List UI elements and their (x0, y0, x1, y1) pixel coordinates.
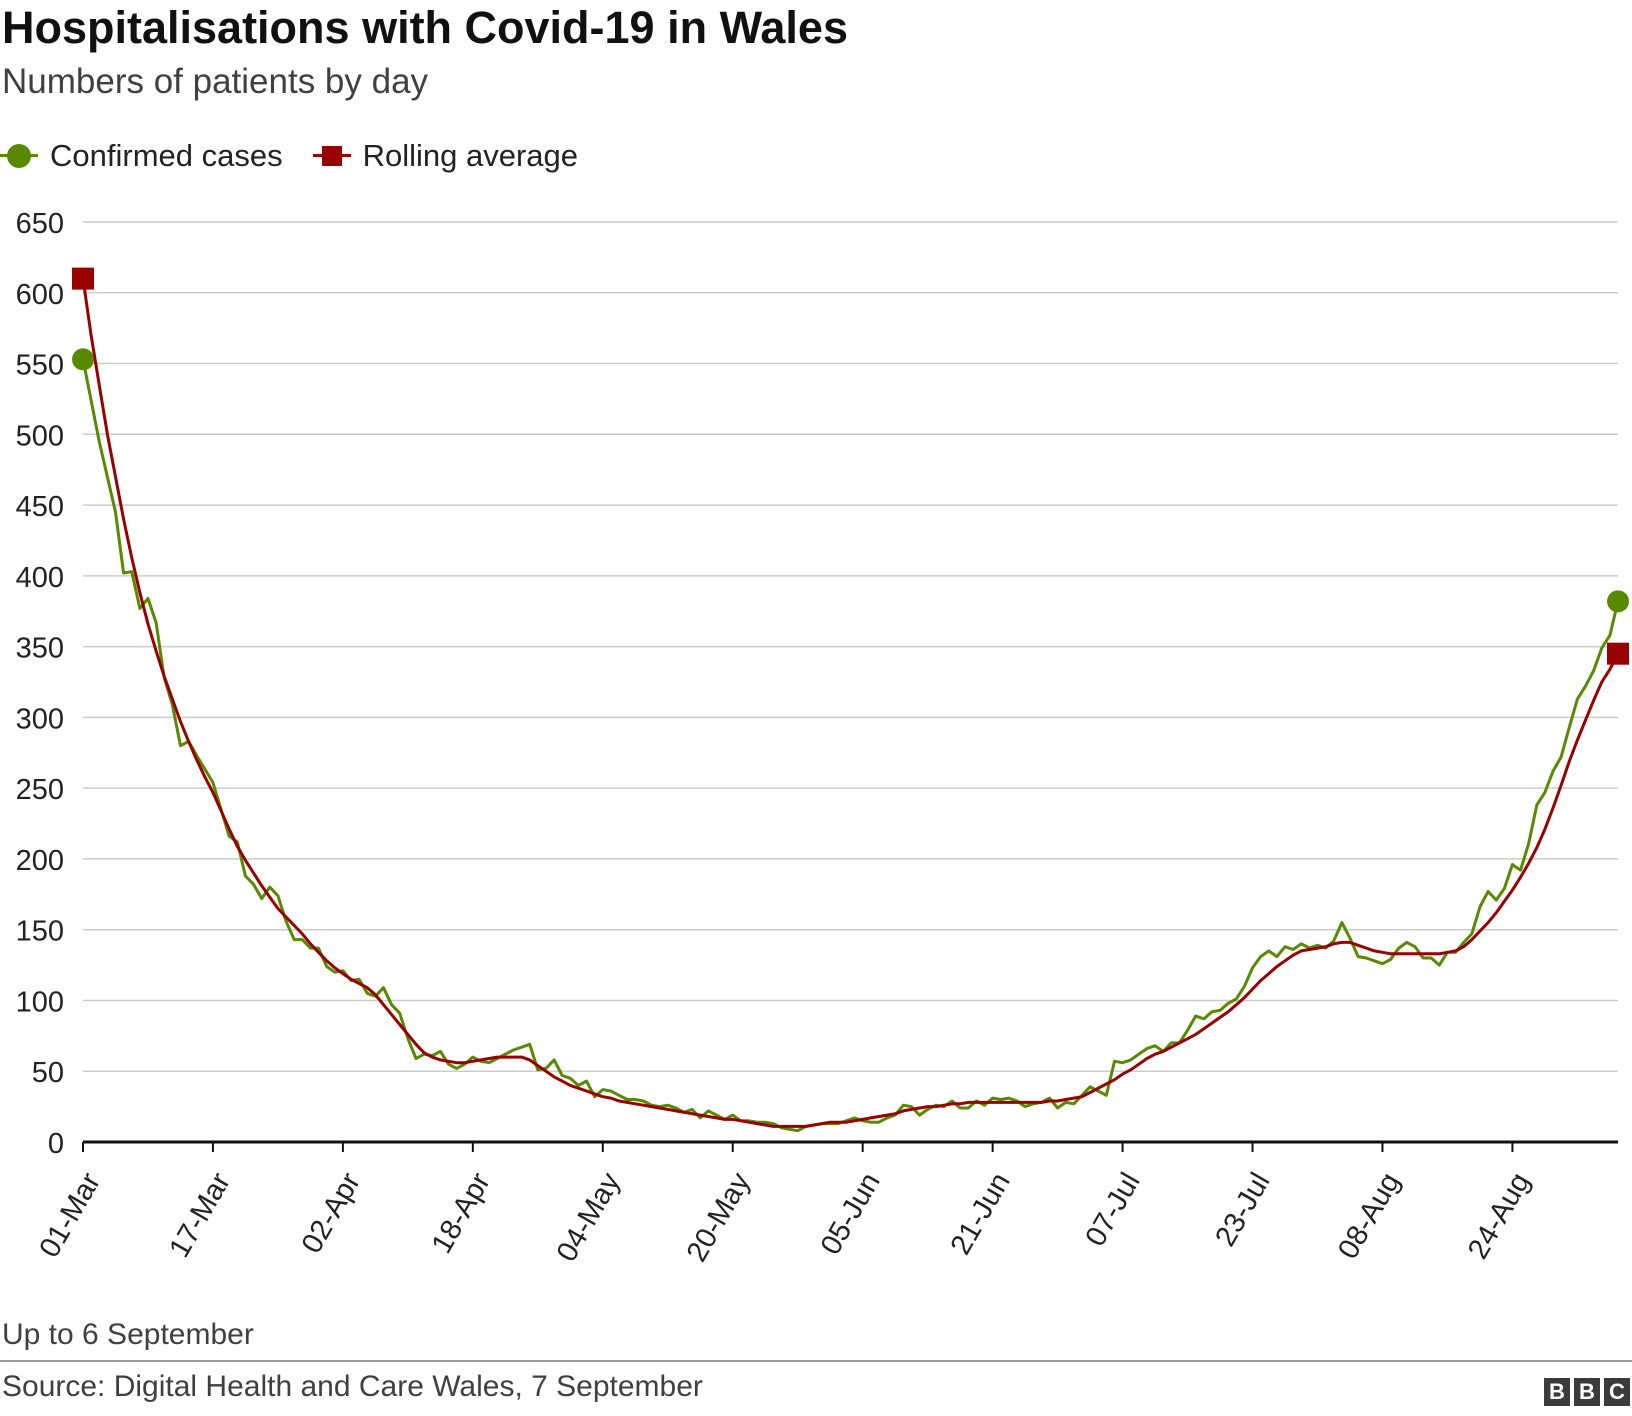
data-point-rolling-average (72, 267, 94, 290)
series-line-rolling-average (81, 277, 1620, 1128)
y-axis-ticks: 0 50 100 150 200 250 300 350 400 450 500 550 600 650 (16, 208, 64, 1160)
y-tick-label: 500 (16, 420, 64, 452)
y-tick-label: 0 (48, 1128, 64, 1160)
chart-title: Hospitalisations with Covid-19 in Wales (2, 2, 848, 53)
footnote: Up to 6 September (2, 1318, 254, 1351)
y-tick-label: 50 (32, 1057, 64, 1089)
x-tick-label: 01-Mar (33, 1167, 107, 1263)
y-tick-label: 100 (16, 986, 64, 1018)
x-tick-label: 02-Apr (296, 1167, 367, 1259)
x-tick-label: 08-Aug (1332, 1168, 1406, 1265)
legend-key-confirmed-cases (0, 141, 38, 171)
x-tick-label: 20-May (681, 1167, 757, 1267)
legend-label-rolling-average: Rolling average (362, 138, 579, 173)
x-tick-label: 17-Mar (163, 1167, 237, 1263)
gridlines (83, 221, 1618, 1072)
circle-marker-icon (7, 144, 31, 168)
y-tick-label: 300 (16, 703, 64, 735)
y-tick-label: 550 (16, 350, 64, 382)
y-tick-label: 450 (16, 491, 64, 523)
y-tick-label: 650 (16, 208, 64, 240)
x-axis-ticks: 01-Mar 17-Mar 02-Apr 18-Apr 04-May 20-May 05-J… (33, 1142, 1536, 1267)
legend-item-confirmed-cases[interactable]: Confirmed cases (0, 138, 283, 174)
x-tick-label: 18-Apr (426, 1167, 497, 1259)
chart-subtitle: Numbers of patients by day (2, 62, 429, 101)
x-tick-label: 23-Jul (1209, 1168, 1276, 1252)
y-tick-label: 400 (16, 562, 64, 594)
bbc-logo-letter: B (1544, 1378, 1570, 1406)
y-tick-label: 200 (16, 845, 64, 877)
data-point-confirmed-cases (1607, 590, 1629, 613)
line-chart: 050100150200250300350400450500550600650 … (16, 208, 1629, 1267)
source-text: Source: Digital Health and Care Wales, 7… (2, 1370, 703, 1403)
data-point-confirmed-cases (72, 348, 94, 371)
series-line-confirmed-cases (81, 357, 1620, 1133)
bbc-logo-letter: B (1574, 1378, 1600, 1406)
y-tick-label: 150 (16, 916, 64, 948)
bbc-logo-letter: C (1604, 1378, 1630, 1406)
bbc-logo: B B C (1540, 1378, 1630, 1406)
series-endpoint-markers (72, 267, 1629, 665)
legend-key-rolling-average (312, 141, 351, 171)
square-marker-icon (321, 146, 342, 166)
legend: Confirmed cases Rolling average (0, 134, 608, 178)
legend-label-confirmed-cases: Confirmed cases (50, 138, 283, 173)
x-tick-label: 04-May (551, 1167, 627, 1267)
x-tick-label: 05-Jun (815, 1168, 887, 1261)
x-tick-label: 07-Jul (1079, 1168, 1146, 1252)
x-tick-label: 24-Aug (1462, 1168, 1536, 1265)
y-tick-label: 350 (16, 633, 64, 665)
x-tick-label: 21-Jun (945, 1168, 1017, 1261)
data-point-rolling-average (1607, 642, 1629, 665)
series (81, 277, 1620, 1133)
footer-divider (0, 1360, 1632, 1362)
y-tick-label: 600 (16, 279, 64, 311)
y-tick-label: 250 (16, 774, 64, 806)
legend-item-rolling-average[interactable]: Rolling average (312, 138, 579, 174)
